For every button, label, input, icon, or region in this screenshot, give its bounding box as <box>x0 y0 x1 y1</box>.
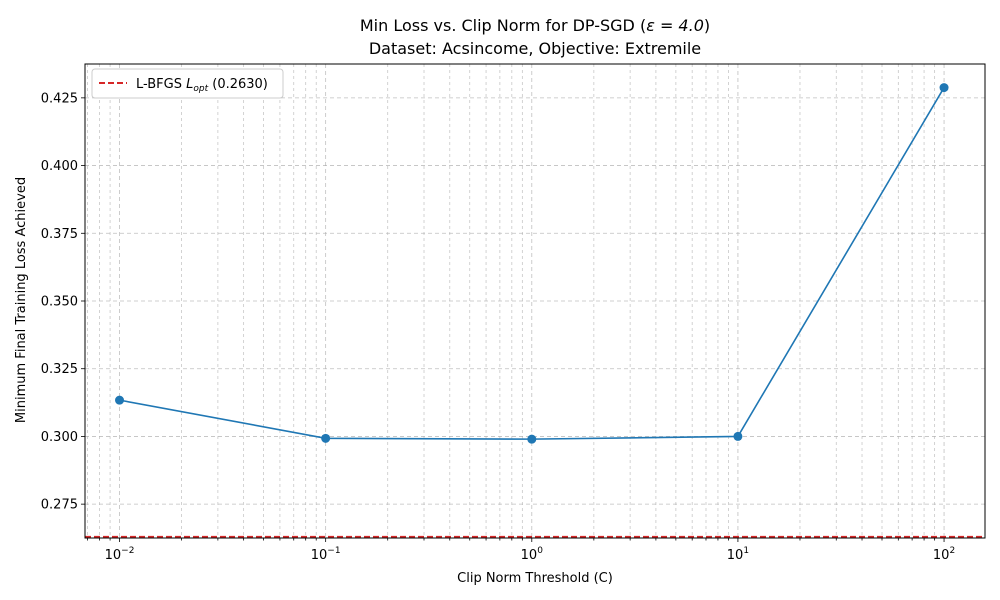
grid <box>85 64 985 538</box>
y-tick-label: 0.425 <box>41 91 78 106</box>
data-point <box>733 431 743 441</box>
x-tick-label: 10−2 <box>105 546 135 563</box>
x-tick-label: 100 <box>521 546 544 563</box>
y-tick-label: 0.375 <box>41 227 78 242</box>
y-tick-label: 0.400 <box>41 159 78 174</box>
chart-title: Min Loss vs. Clip Norm for DP-SGD (ε = 4… <box>360 16 710 35</box>
x-tick-label: 101 <box>727 546 749 563</box>
ticks: 10−2 10−1 100 101 102 0.275 0.300 0.325 0.350 0.3… <box>41 91 955 563</box>
legend-box <box>91 68 284 99</box>
legend: L-BFGS Lopt (0.2630) <box>91 68 284 99</box>
title-epsilon: ε = 4.0 <box>646 16 704 35</box>
data-point <box>527 434 537 444</box>
chart-subtitle: Dataset: Acsincome, Objective: Extremile <box>369 39 701 58</box>
legend-ref-label: L-BFGS Lopt (0.2630) <box>136 77 268 94</box>
data-point <box>115 395 125 405</box>
x-tick-label: 10−1 <box>311 546 341 563</box>
data-point <box>939 83 949 93</box>
y-tick-label: 0.325 <box>41 362 78 377</box>
data-point <box>321 433 331 443</box>
y-tick-label: 0.275 <box>41 498 78 513</box>
series-layer <box>115 83 949 444</box>
y-axis-label: Minimum Final Training Loss Achieved <box>14 177 29 423</box>
y-tick-label: 0.300 <box>41 430 78 445</box>
y-tick-label: 0.350 <box>41 295 78 310</box>
x-tick-label: 102 <box>933 546 955 563</box>
x-axis-label: Clip Norm Threshold (C) <box>457 571 613 586</box>
